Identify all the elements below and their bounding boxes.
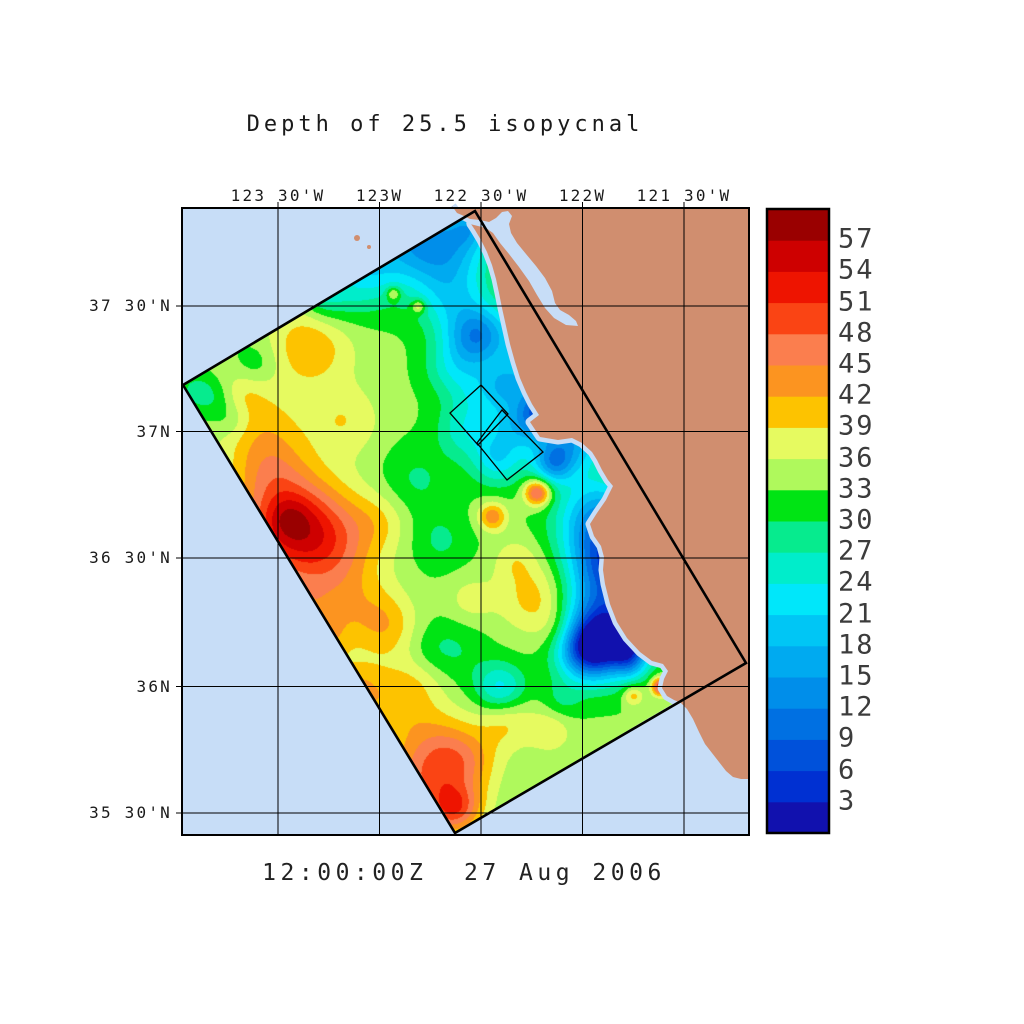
lat-axis-label: 37 30'N xyxy=(89,296,172,315)
colorbar-band xyxy=(767,708,829,740)
colorbar-tick-label: 27 xyxy=(838,535,875,567)
colorbar-band xyxy=(767,302,829,335)
colorbar-band xyxy=(767,396,829,428)
colorbar-tick-label: 6 xyxy=(838,753,857,785)
land xyxy=(452,206,749,779)
lat-axis-label: 37N xyxy=(136,421,172,441)
colorbar-band xyxy=(767,739,829,772)
colorbar-band xyxy=(767,770,829,803)
colorbar-tick-label: 42 xyxy=(838,379,875,411)
colorbar-tick-label: 12 xyxy=(838,691,875,723)
colorbar-border xyxy=(765,207,831,835)
nested-domain-1 xyxy=(449,384,509,446)
colorbar-band xyxy=(767,489,829,522)
colorbar-band xyxy=(767,333,829,366)
colorbar-tick-label: 24 xyxy=(838,566,875,598)
model-domain-outline xyxy=(181,209,748,835)
lon-axis-label: 121 30'W xyxy=(636,186,732,205)
colorbar-tick-label: 57 xyxy=(838,223,875,255)
colorbar-band xyxy=(767,614,829,647)
colorbar-tick-label: 33 xyxy=(838,473,875,505)
colorbar-band xyxy=(767,240,829,272)
map-frame xyxy=(181,207,750,836)
colorbar-band xyxy=(767,521,829,553)
colorbar-tick-label: 9 xyxy=(838,722,857,754)
colorbar-band xyxy=(767,677,829,709)
colorbar-band xyxy=(767,365,829,397)
island xyxy=(354,235,360,241)
colorbar-tick-label: 30 xyxy=(838,504,875,536)
colorbar-tick-label: 48 xyxy=(838,317,875,349)
colorbar-tick-label: 21 xyxy=(838,597,875,629)
colorbar-band xyxy=(767,271,829,304)
colorbar-band xyxy=(767,427,829,460)
colorbar-tick-label: 54 xyxy=(838,254,875,286)
lat-axis-label: 35 30'N xyxy=(89,803,172,822)
lat-axis-label: 36N xyxy=(136,676,172,696)
colorbar-tick-label: 51 xyxy=(838,285,875,317)
san-francisco-bay xyxy=(470,211,578,326)
lat-axis-label: 36 30'N xyxy=(89,548,172,567)
figure-title: Depth of 25.5 isopycnal xyxy=(246,112,644,137)
lon-axis-label: 123 30'W xyxy=(230,186,326,205)
colorbar-tick-label: 39 xyxy=(838,410,875,442)
colorbar-band xyxy=(767,801,829,834)
colorbar-band xyxy=(767,552,829,584)
colorbar-tick-label: 3 xyxy=(838,785,857,817)
lon-axis-label: 122 30'W xyxy=(433,186,529,205)
colorbar-band xyxy=(767,458,829,491)
colorbar-band xyxy=(767,583,829,616)
island xyxy=(367,245,371,249)
colorbar-band xyxy=(767,645,829,678)
colorbar-tick-label: 15 xyxy=(838,660,875,692)
colorbar-tick-label: 45 xyxy=(838,348,875,380)
nested-domain-2 xyxy=(476,409,544,481)
colorbar-tick-label: 36 xyxy=(838,441,875,473)
lon-axis-label: 122W xyxy=(558,186,607,205)
colorbar-band xyxy=(767,209,829,241)
colorbar-tick-label: 18 xyxy=(838,629,875,661)
timestamp-caption: 12:00:00Z 27 Aug 2006 xyxy=(262,860,666,886)
lon-axis-label: 123W xyxy=(355,186,404,205)
